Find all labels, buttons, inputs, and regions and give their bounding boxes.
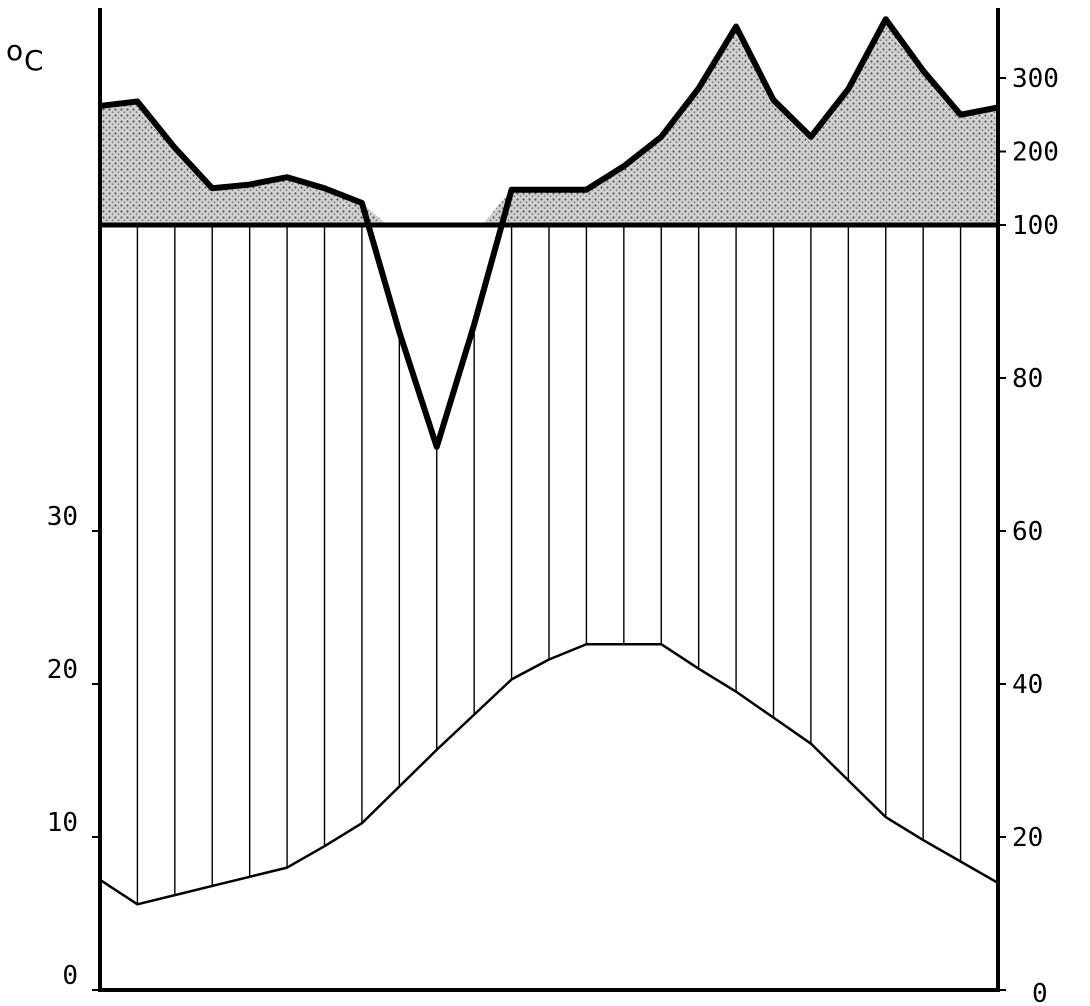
precipitation-surplus-area [100, 19, 998, 226]
right-tick-label: 300 [1012, 64, 1059, 94]
unit-degree-mark: o [6, 34, 23, 67]
right-tick-label: 20 [1012, 823, 1043, 853]
series-lines [99, 16, 999, 906]
right-tick-label: 60 [1012, 517, 1043, 547]
left-tick-label: 30 [47, 502, 78, 532]
right-tick-label: 0 [1032, 979, 1048, 1006]
right-tick-label: 80 [1012, 364, 1043, 394]
left-tick-label: 10 [47, 808, 78, 838]
right-tick-label: 40 [1012, 670, 1043, 700]
left-tick-label: 0 [62, 961, 78, 991]
unit-letter: C [24, 44, 44, 77]
axes [98, 8, 1000, 992]
stipple-area [100, 101, 388, 225]
right-tick-label: 200 [1012, 138, 1059, 168]
stipple-area [482, 19, 998, 226]
left-axis-unit: o C [6, 34, 44, 77]
left-axis-ticks: 0 10 20 30 [47, 502, 100, 991]
left-tick-label: 20 [47, 655, 78, 685]
precipitation-line [99, 16, 999, 450]
right-axis-ticks: 0 20 40 60 80 100 200 300 [998, 64, 1059, 1006]
hatch-lines [99, 225, 999, 905]
right-tick-label: 100 [1012, 211, 1059, 241]
temperature-line [99, 642, 999, 906]
